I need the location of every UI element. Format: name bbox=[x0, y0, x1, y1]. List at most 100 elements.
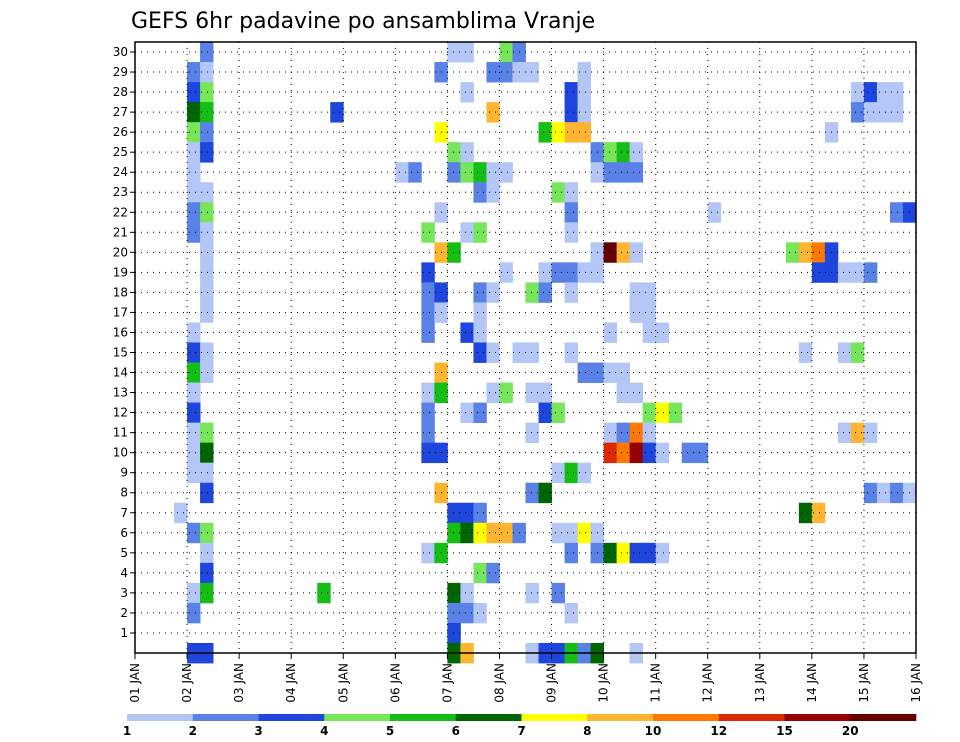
heatmap-cell bbox=[395, 162, 409, 183]
y-tick-label: 11 bbox=[113, 426, 128, 440]
heatmap-cell bbox=[525, 382, 539, 403]
heatmap-cell bbox=[187, 82, 201, 103]
heatmap-cell bbox=[486, 62, 500, 83]
heatmap-cell bbox=[187, 422, 201, 444]
heatmap-cell bbox=[187, 182, 201, 203]
colorbar-segment bbox=[390, 714, 457, 721]
heatmap-cell bbox=[798, 342, 813, 363]
heatmap-cell bbox=[421, 402, 435, 424]
heatmap-cell bbox=[460, 162, 474, 183]
heatmap-cell bbox=[447, 602, 461, 624]
x-tick-label: 02 JAN bbox=[180, 663, 194, 703]
heatmap-cell bbox=[486, 562, 500, 584]
x-tick-label: 01 JAN bbox=[128, 663, 142, 703]
heatmap-cell bbox=[850, 422, 865, 444]
heatmap-cell bbox=[603, 442, 618, 464]
heatmap-cell bbox=[603, 362, 618, 383]
colorbar-label: 4 bbox=[320, 724, 328, 738]
heatmap-cell bbox=[421, 422, 435, 444]
heatmap-cell bbox=[421, 262, 435, 283]
heatmap-cell bbox=[564, 542, 578, 564]
heatmap-cell bbox=[187, 462, 201, 484]
heatmap-cell bbox=[642, 442, 657, 464]
heatmap-cell bbox=[525, 482, 539, 504]
heatmap-cell bbox=[551, 182, 565, 203]
heatmap-cell bbox=[577, 102, 591, 123]
heatmap-cell bbox=[642, 302, 657, 323]
colorbar-label: 3 bbox=[254, 724, 262, 738]
heatmap-cell bbox=[187, 582, 201, 604]
x-tick-label: 15 JAN bbox=[857, 663, 871, 703]
heatmap-cell bbox=[473, 322, 487, 343]
y-tick-label: 13 bbox=[113, 386, 128, 400]
heatmap-cell bbox=[551, 522, 565, 544]
heatmap-cell bbox=[850, 262, 865, 283]
heatmap-cell bbox=[486, 522, 500, 544]
heatmap-cell bbox=[538, 282, 552, 303]
heatmap-cell bbox=[473, 282, 487, 303]
heatmap-cell bbox=[200, 242, 214, 263]
y-tick-label: 10 bbox=[113, 446, 128, 460]
heatmap-cell bbox=[473, 402, 487, 424]
x-tick-label: 06 JAN bbox=[388, 663, 402, 703]
heatmap-cell bbox=[629, 142, 644, 163]
heatmap-cell bbox=[200, 62, 214, 83]
heatmap-cell bbox=[200, 522, 214, 544]
heatmap-cell bbox=[447, 502, 461, 524]
colorbar-label: 7 bbox=[517, 724, 525, 738]
y-tick-label: 8 bbox=[120, 486, 128, 500]
heatmap-cell bbox=[525, 282, 539, 303]
heatmap-cell bbox=[629, 162, 644, 183]
heatmap-cell bbox=[850, 102, 865, 123]
heatmap-cell bbox=[564, 462, 578, 484]
y-tick-label: 30 bbox=[113, 45, 128, 59]
y-tick-label: 23 bbox=[113, 185, 128, 199]
heatmap-cell bbox=[655, 322, 670, 343]
heatmap-cell bbox=[421, 222, 435, 243]
heatmap-cell bbox=[876, 102, 891, 123]
heatmap-cell bbox=[447, 42, 461, 63]
colorbar-segment bbox=[718, 714, 785, 721]
heatmap-cell bbox=[421, 282, 435, 303]
colorbar: 1 2 3 4 5 6 7 8 10 12 15 20 bbox=[123, 714, 917, 738]
heatmap-cell bbox=[460, 82, 474, 103]
colorbar-label: 20 bbox=[842, 724, 859, 738]
heatmap-cell bbox=[551, 582, 565, 604]
heatmap-cell bbox=[200, 442, 214, 464]
heatmap-cell bbox=[499, 62, 513, 83]
heatmap-cell bbox=[200, 182, 214, 203]
heatmap-cell bbox=[603, 422, 618, 444]
colorbar-label: 15 bbox=[776, 724, 793, 738]
heatmap-cell bbox=[486, 182, 500, 203]
heatmap-cell bbox=[200, 82, 214, 103]
heatmap-cell bbox=[473, 342, 487, 363]
heatmap-cell bbox=[538, 122, 552, 143]
heatmap-cell bbox=[551, 262, 565, 283]
y-tick-label: 27 bbox=[113, 105, 128, 119]
heatmap-cell bbox=[629, 382, 644, 403]
colorbar-label: 10 bbox=[645, 724, 662, 738]
heatmap-cell bbox=[447, 622, 461, 644]
heatmap-cell bbox=[642, 542, 657, 564]
heatmap-cell bbox=[200, 462, 214, 484]
heatmap-cell bbox=[603, 542, 618, 564]
heatmap-cell bbox=[200, 422, 214, 444]
y-tick-label: 4 bbox=[120, 566, 128, 580]
heatmap-cell bbox=[889, 82, 904, 103]
heatmap-cell bbox=[551, 122, 565, 143]
x-tick-label: 12 JAN bbox=[701, 663, 715, 703]
colorbar-segment bbox=[653, 714, 720, 721]
x-tick-label: 08 JAN bbox=[492, 663, 506, 703]
heatmap-cell bbox=[564, 202, 578, 223]
heatmap-cell bbox=[200, 362, 214, 383]
heatmap-cell bbox=[447, 162, 461, 183]
heatmap-cell bbox=[889, 482, 904, 504]
heatmap-cell bbox=[564, 182, 578, 203]
y-tick-label: 22 bbox=[113, 205, 128, 219]
heatmap-cell bbox=[811, 242, 826, 263]
heatmap-cell bbox=[473, 302, 487, 323]
heatmap-cell bbox=[460, 582, 474, 604]
y-tick-label: 5 bbox=[120, 546, 128, 560]
heatmap-cell bbox=[629, 542, 644, 564]
heatmap-cell bbox=[642, 282, 657, 303]
